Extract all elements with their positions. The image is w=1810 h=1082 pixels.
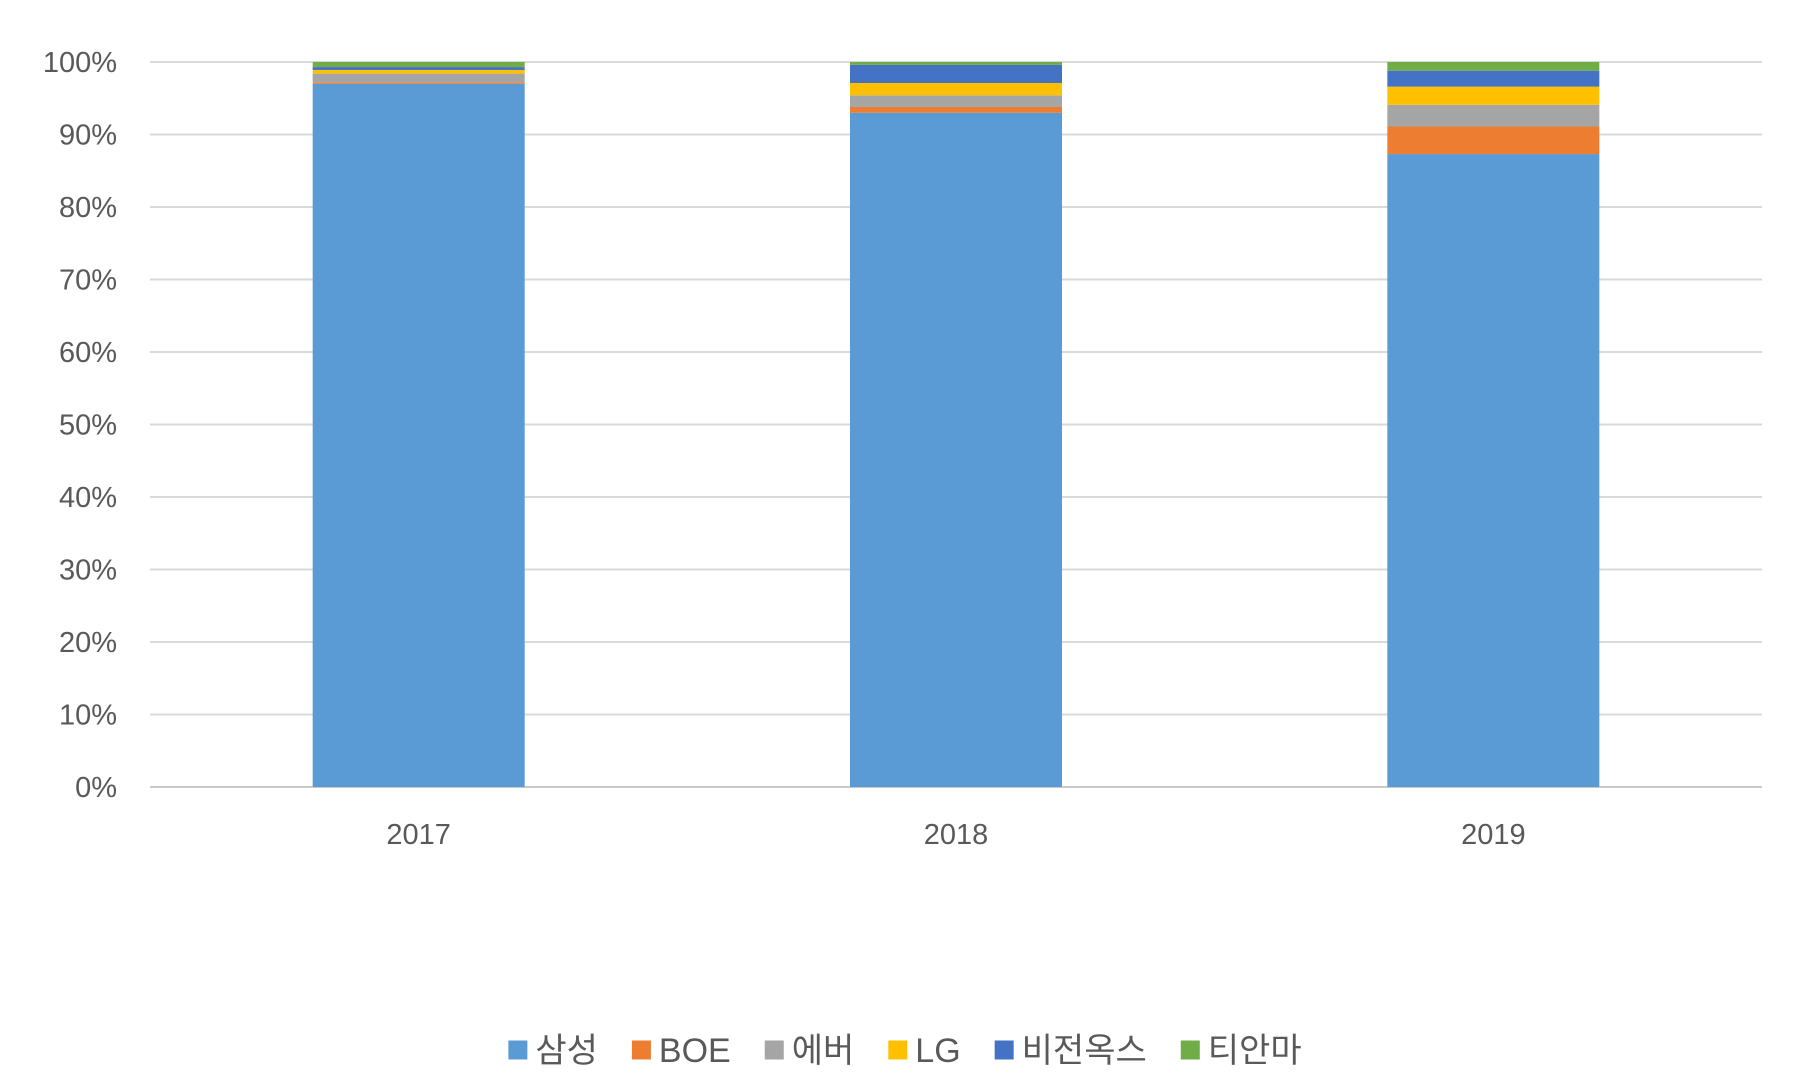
bar-segment-2019-0 xyxy=(1387,154,1600,787)
legend-item: 삼성 xyxy=(508,1032,598,1070)
bar-segment-2018-4 xyxy=(850,64,1062,84)
bar-segment-2018-1 xyxy=(850,106,1062,113)
bar-segment-2017-5 xyxy=(312,62,525,68)
legend-swatch xyxy=(994,1040,1014,1060)
legend-label: BOE xyxy=(659,1032,731,1070)
bar-segment-2017-1 xyxy=(312,82,525,84)
x-axis-ticks: 2017 2018 2019 xyxy=(386,819,1525,851)
y-tick-label: 40% xyxy=(59,482,117,514)
legend-swatch xyxy=(764,1040,784,1060)
y-tick-label: 100% xyxy=(43,47,117,79)
bar-segment-2017-0 xyxy=(312,83,525,787)
y-tick-label: 20% xyxy=(59,627,117,659)
legend-label: 티안마 xyxy=(1208,1032,1302,1070)
bars xyxy=(312,62,1600,787)
y-tick-label: 10% xyxy=(59,700,117,732)
legend-item: 비전옥스 xyxy=(994,1032,1147,1070)
legend: 삼성 BOE 에버 LG 비전옥스 티안마 xyxy=(508,1032,1302,1070)
bar-segment-2019-3 xyxy=(1387,86,1600,105)
bar-segment-2018-5 xyxy=(850,62,1062,65)
bar-segment-2017-3 xyxy=(312,69,525,74)
y-tick-label: 30% xyxy=(59,555,117,587)
y-tick-label: 50% xyxy=(59,410,117,442)
legend-swatch xyxy=(1180,1040,1200,1060)
bar-segment-2019-1 xyxy=(1387,126,1600,155)
legend-swatch xyxy=(888,1040,908,1060)
legend-label: 삼성 xyxy=(535,1032,598,1070)
bar-segment-2018-2 xyxy=(850,95,1062,107)
legend-item: 티안마 xyxy=(1180,1032,1302,1070)
y-tick-label: 70% xyxy=(59,265,117,297)
legend-label: 비전옥스 xyxy=(1022,1032,1147,1070)
bar-segment-2019-5 xyxy=(1387,62,1600,71)
y-tick-label: 60% xyxy=(59,337,117,369)
y-tick-label: 0% xyxy=(75,772,117,804)
legend-label: 에버 xyxy=(792,1032,855,1070)
bar-segment-2017-4 xyxy=(312,67,525,70)
x-tick-label: 2019 xyxy=(1461,819,1526,851)
bar-segment-2019-2 xyxy=(1387,104,1600,127)
y-tick-label: 90% xyxy=(59,120,117,152)
legend-item: BOE xyxy=(631,1032,731,1070)
y-tick-label: 80% xyxy=(59,192,117,224)
y-axis-ticks: 0% 10% 20% 30% 40% 50% 60% 70% 80% 90% 100% xyxy=(43,47,117,804)
legend-item: 에버 xyxy=(764,1032,855,1070)
legend-swatch xyxy=(631,1040,651,1060)
legend-swatch xyxy=(508,1040,528,1060)
x-tick-label: 2018 xyxy=(924,819,989,851)
bar-segment-2018-0 xyxy=(850,112,1062,787)
legend-label: LG xyxy=(915,1032,960,1070)
bar-segment-2019-4 xyxy=(1387,70,1600,87)
bar-segment-2018-3 xyxy=(850,83,1062,96)
legend-item: LG xyxy=(888,1032,961,1070)
bar-segment-2017-2 xyxy=(312,73,525,83)
x-tick-label: 2017 xyxy=(386,819,451,851)
